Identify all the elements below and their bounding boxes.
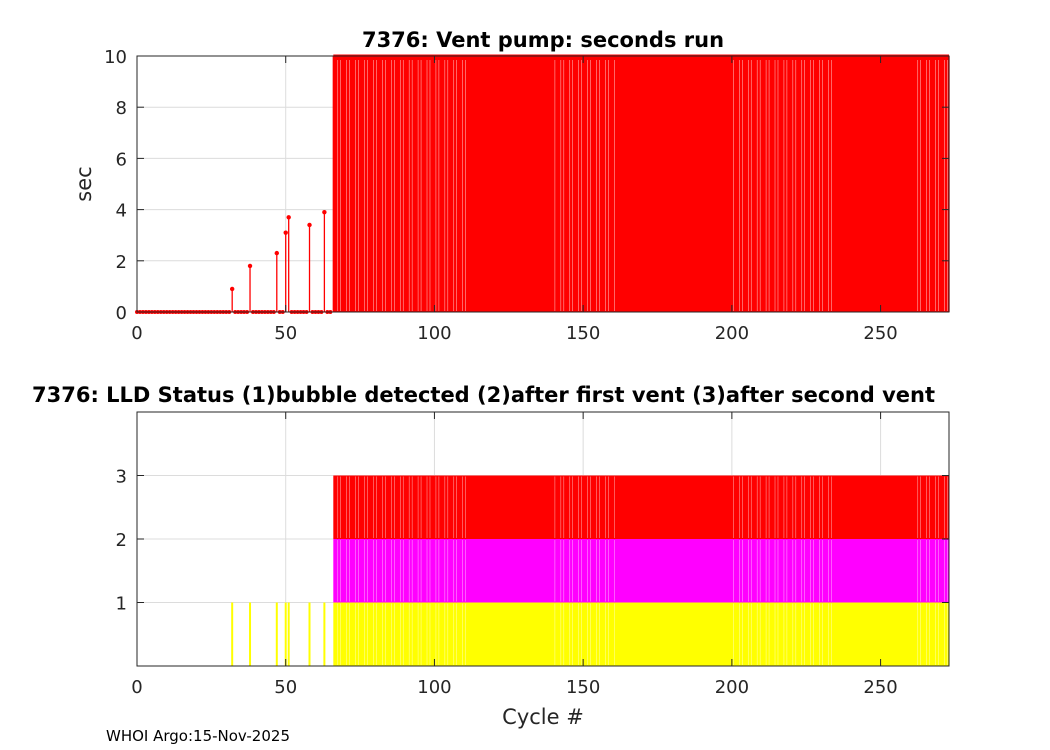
footer-text: WHOI Argo:15-Nov-2025 [106,727,290,745]
bottom-x-tick-label: 50 [274,677,297,698]
top-x-tick-label: 250 [863,323,897,344]
status-band [333,475,949,539]
stem-point [247,263,253,269]
bottom-x-axis-label: Cycle # [502,705,584,729]
top-y-axis-label: sec [72,166,96,201]
top-y-tick-label: 2 [116,252,127,273]
top-x-tick-label: 200 [715,323,749,344]
bottom-marks [231,475,949,666]
top-y-tick-label: 8 [116,98,127,119]
bottom-x-tick-label: 100 [417,677,451,698]
top-x-tick-label: 100 [417,323,451,344]
stem-point [286,215,291,220]
stem-point [229,286,235,292]
top-y-tick-label: 10 [104,47,127,68]
bottom-y-tick-label: 1 [116,594,127,615]
stem-point [307,222,312,228]
top-chart-title: 7376: Vent pump: seconds run [362,28,724,52]
bottom-tick-labels: 0 50 100 150 200 250 1 2 3 [116,412,949,698]
top-tick-labels: 0 50 100 150 200 250 0 2 4 6 8 10 [104,47,949,344]
status-band [333,602,949,666]
bottom-x-tick-label: 150 [566,677,600,698]
bottom-x-tick-label: 250 [863,677,897,698]
bottom-y-tick-label: 2 [116,530,127,551]
stem-point [283,230,288,235]
top-x-tick-label: 0 [131,323,142,344]
bottom-x-tick-label: 0 [131,677,142,698]
top-x-tick-label: 50 [274,323,297,344]
stem-point [322,209,327,215]
vent-pump-chart: 0 50 100 150 200 250 0 2 4 6 8 10 7376: Vent pump: … [72,28,950,344]
lld-status-chart: 0 50 100 150 200 250 1 2 3 7376: LLD Status (1)b… [32,383,950,729]
top-x-tick-label: 150 [566,323,600,344]
bottom-x-tick-label: 200 [715,677,749,698]
bottom-chart-title: 7376: LLD Status (1)bubble detected (2)a… [32,383,935,407]
top-axes-frame [136,55,950,313]
status-band [333,539,949,603]
stem-point [274,250,279,256]
top-y-tick-label: 6 [116,149,127,170]
top-y-tick-label: 0 [116,303,127,324]
top-y-tick-label: 4 [116,201,127,222]
top-marks [135,54,950,314]
bottom-y-tick-label: 3 [116,467,127,488]
